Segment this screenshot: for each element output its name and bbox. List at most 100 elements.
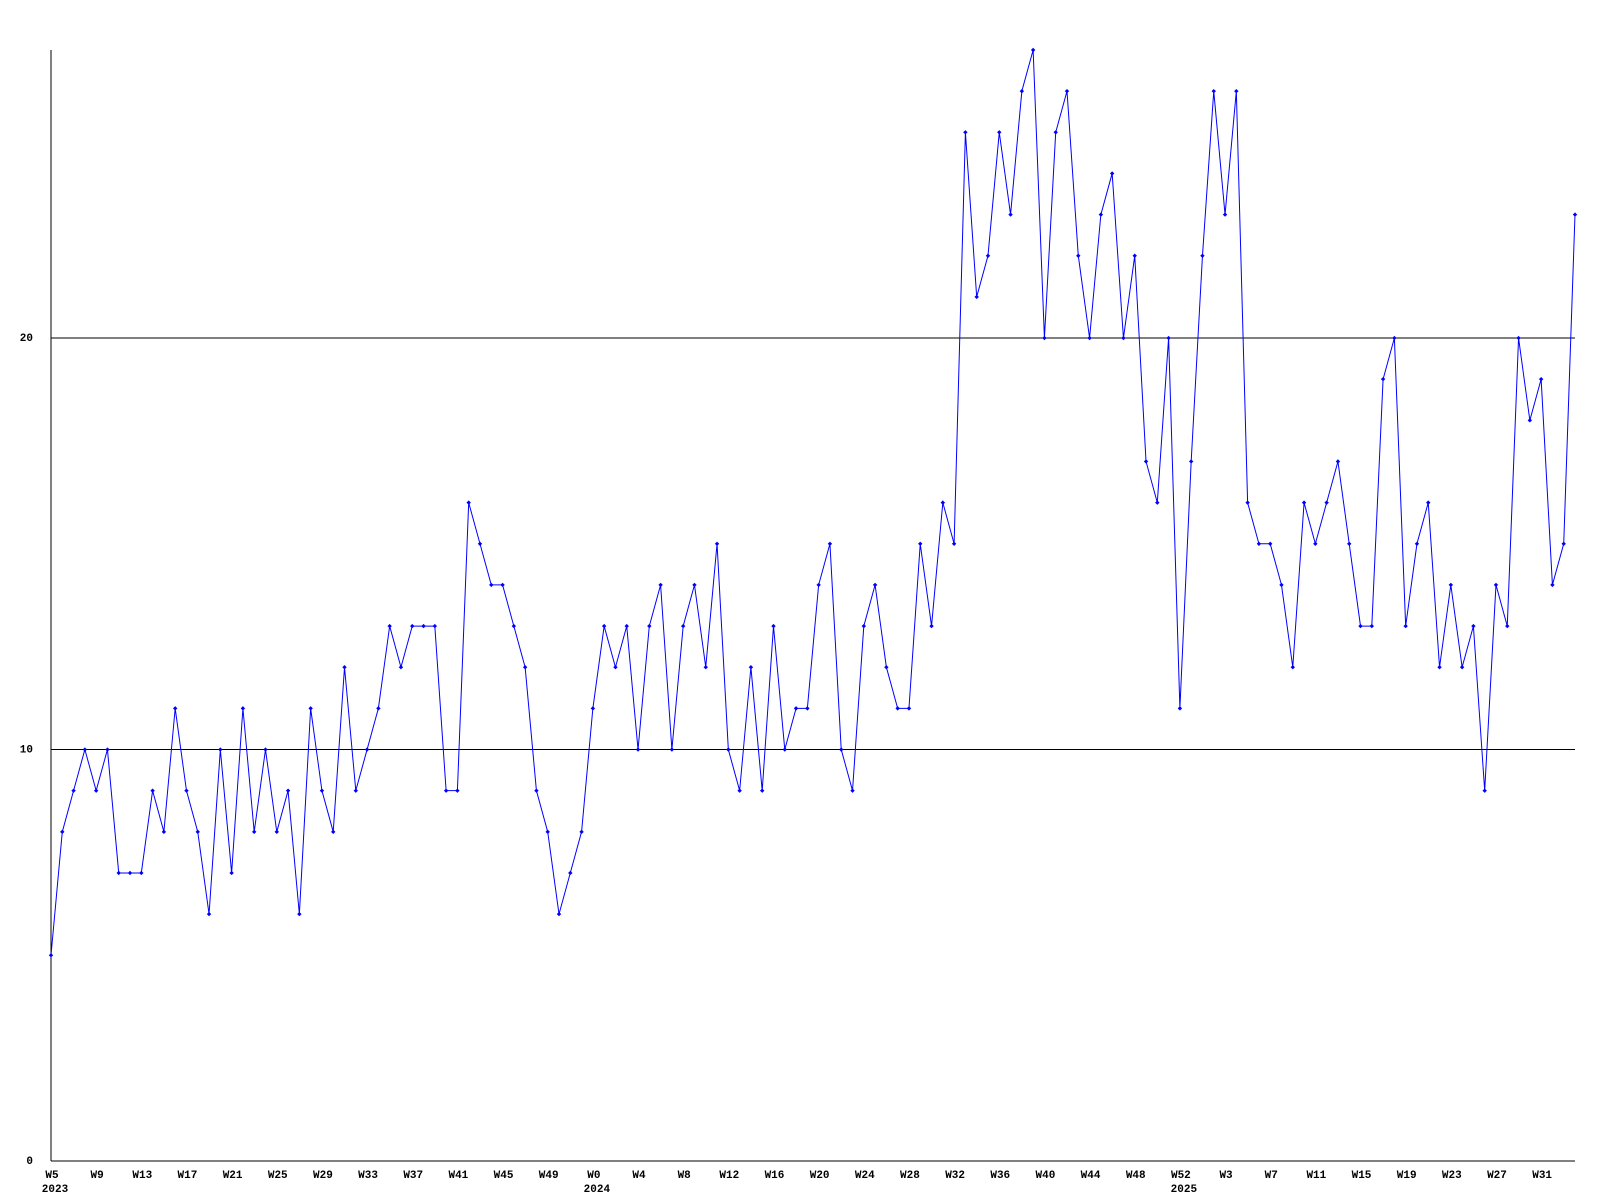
- x-tick-label: W23: [1442, 1170, 1462, 1182]
- data-point: [1098, 212, 1104, 217]
- data-point: [872, 582, 878, 588]
- data-point: [1561, 541, 1566, 546]
- x-tick-label: W44: [1081, 1170, 1101, 1182]
- data-point: [1042, 335, 1047, 341]
- y-tick-label: 0: [26, 1156, 33, 1168]
- data-point: [1538, 376, 1544, 382]
- data-point: [1188, 459, 1194, 464]
- x-tick-label: W52: [1171, 1170, 1191, 1182]
- data-point: [997, 130, 1002, 135]
- data-point: [1493, 582, 1499, 588]
- x-tick-label: W8: [678, 1170, 692, 1182]
- data-point: [172, 706, 178, 711]
- data-point: [421, 623, 426, 629]
- data-point: [929, 623, 934, 629]
- x-tick-label: W13: [132, 1170, 152, 1182]
- data-point: [1426, 500, 1431, 505]
- data-point: [782, 747, 787, 752]
- data-point: [398, 665, 404, 670]
- data-point: [1550, 582, 1555, 588]
- x-year-label: 2024: [584, 1184, 611, 1196]
- data-point: [1392, 335, 1397, 341]
- data-point: [387, 623, 392, 629]
- data-point: [184, 788, 189, 793]
- data-point: [974, 294, 979, 300]
- x-tick-label: W16: [765, 1170, 785, 1182]
- x-tick-label: W11: [1306, 1170, 1326, 1182]
- data-point: [1347, 541, 1352, 546]
- data-point: [613, 665, 618, 670]
- x-tick-label: W4: [632, 1170, 646, 1182]
- data-point: [1222, 212, 1228, 217]
- data-point: [827, 541, 833, 546]
- data-point: [410, 623, 415, 629]
- data-point: [1471, 623, 1476, 629]
- data-point: [48, 953, 54, 958]
- data-point: [139, 870, 144, 876]
- data-point: [466, 500, 471, 505]
- data-point: [760, 788, 765, 793]
- data-point: [71, 788, 76, 793]
- data-point: [635, 747, 641, 752]
- data-point: [647, 623, 652, 629]
- data-point: [511, 623, 517, 629]
- data-point: [229, 870, 234, 876]
- data-point: [1459, 665, 1465, 670]
- data-point: [150, 788, 155, 793]
- data-point: [624, 623, 629, 629]
- data-point: [489, 582, 494, 588]
- data-point: [297, 911, 302, 917]
- data-point: [692, 582, 697, 588]
- data-point: [839, 747, 844, 752]
- data-point: [556, 911, 562, 917]
- data-point: [1279, 582, 1284, 588]
- data-point: [1064, 88, 1070, 94]
- data-point: [1030, 47, 1036, 53]
- data-point: [985, 253, 991, 258]
- data-point: [714, 541, 720, 546]
- data-point: [477, 541, 483, 546]
- data-point: [918, 541, 923, 546]
- x-year-label: 2025: [1171, 1184, 1198, 1196]
- data-point: [816, 582, 821, 588]
- data-point: [545, 829, 550, 835]
- data-point: [534, 788, 539, 793]
- x-tick-label: W40: [1036, 1170, 1056, 1182]
- data-point: [500, 582, 505, 588]
- data-point: [1505, 623, 1510, 629]
- y-tick-label: 20: [20, 333, 33, 345]
- data-point: [342, 665, 347, 670]
- data-point: [1109, 171, 1115, 176]
- data-point: [1572, 212, 1578, 217]
- data-point: [568, 870, 573, 876]
- data-point: [703, 665, 708, 670]
- data-point: [1301, 500, 1307, 505]
- data-point: [771, 623, 776, 629]
- data-point: [376, 706, 381, 711]
- x-tick-label: W36: [990, 1170, 1010, 1182]
- data-point: [308, 706, 313, 711]
- data-point: [443, 788, 449, 793]
- data-point: [669, 747, 675, 752]
- data-point: [748, 665, 754, 670]
- x-tick-label: W21: [223, 1170, 243, 1182]
- data-point: [1234, 88, 1239, 94]
- data-line: [50, 49, 1576, 956]
- x-tick-label: W48: [1126, 1170, 1146, 1182]
- x-year-label: 2023: [42, 1184, 69, 1196]
- data-point: [1087, 335, 1092, 341]
- data-point: [1414, 541, 1420, 546]
- data-point: [263, 747, 268, 752]
- data-point: [1166, 335, 1171, 341]
- data-point: [1527, 418, 1533, 423]
- data-point: [432, 623, 438, 629]
- x-tick-label: W20: [810, 1170, 830, 1182]
- x-tick-label: W5: [45, 1170, 59, 1182]
- data-point: [940, 500, 946, 505]
- data-point: [522, 665, 528, 670]
- x-tick-label: W3: [1219, 1170, 1233, 1182]
- data-point: [93, 788, 99, 793]
- data-point: [680, 623, 686, 629]
